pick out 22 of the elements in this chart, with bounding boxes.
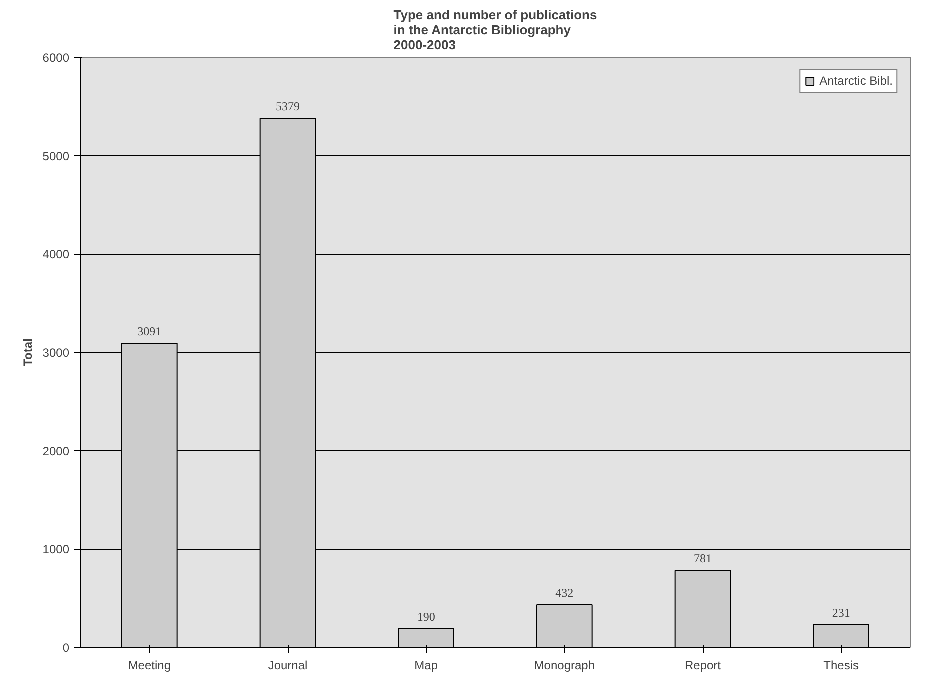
- x-tick-label: Thesis: [824, 658, 860, 672]
- data-label: 3091: [138, 324, 162, 339]
- data-label: 5379: [276, 100, 300, 114]
- data-label: 781: [694, 552, 712, 566]
- x-tick-label: Monograph: [534, 658, 596, 672]
- x-tick-label: Report: [684, 658, 722, 672]
- x-tick-label: Journal: [268, 658, 308, 672]
- y-tick-label: 2000: [42, 444, 70, 458]
- legend-label: Antarctic Bibl.: [820, 74, 893, 88]
- y-tick-label: 4000: [42, 248, 70, 262]
- y-tick-label: 0: [62, 641, 70, 655]
- chart-title: Type and number of publications in the Antarctic Bibliography 2000-2003: [394, 8, 598, 52]
- data-label: 231: [832, 606, 850, 620]
- x-tick-label: Map: [414, 658, 438, 672]
- y-tick-label: 6000: [42, 51, 70, 65]
- x-tick-label: Meeting: [128, 658, 172, 672]
- y-axis-title: Total: [20, 338, 35, 366]
- data-label: 432: [556, 586, 574, 600]
- y-tick-label: 3000: [42, 346, 70, 360]
- y-tick-label: 1000: [42, 542, 70, 557]
- y-tick-label: 5000: [42, 149, 70, 164]
- data-label: 190: [417, 610, 436, 624]
